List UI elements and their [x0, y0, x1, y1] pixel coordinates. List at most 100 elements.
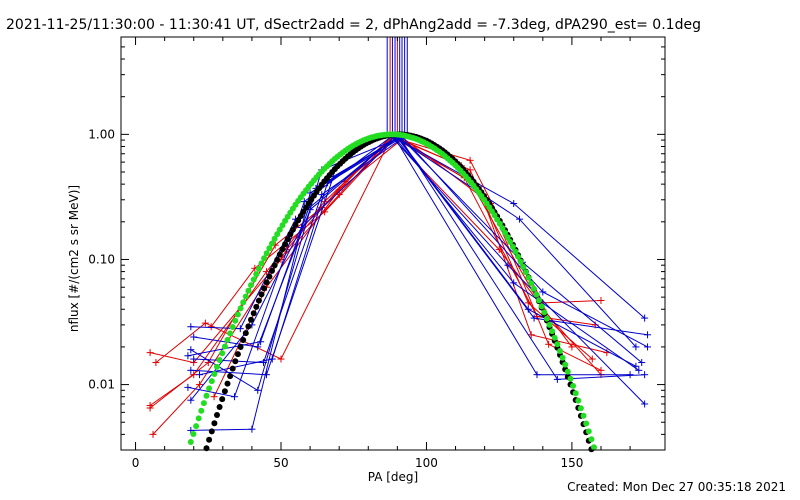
fit-dot	[190, 431, 197, 437]
fit-dot	[528, 280, 535, 287]
data-point-marker	[201, 319, 209, 327]
data-point-marker	[254, 343, 262, 351]
fit-dot	[271, 262, 278, 269]
fit-dot	[206, 385, 213, 392]
fit-dot	[258, 260, 265, 267]
data-point-marker	[236, 325, 244, 333]
fit-dot	[195, 415, 202, 422]
fit-dot	[269, 240, 275, 247]
fit-dot	[261, 285, 268, 292]
fit-dot	[502, 229, 508, 236]
fit-dot	[232, 317, 239, 324]
fit-dot	[193, 423, 200, 430]
fit-dot	[530, 285, 537, 292]
y-tick-label: 0.01	[88, 378, 115, 392]
created-timestamp: Created: Mon Dec 27 00:35:18 2021	[567, 480, 786, 494]
data-point-marker	[466, 166, 474, 174]
data-point-marker	[190, 333, 198, 341]
data-point-marker	[187, 396, 195, 404]
fit-dot	[585, 428, 592, 435]
fit-dot	[591, 444, 597, 451]
fit-dot	[227, 330, 234, 337]
fit-dot	[237, 305, 244, 312]
fit-dot	[271, 235, 278, 242]
fit-dot	[255, 297, 262, 304]
fit-dot	[292, 221, 299, 228]
fit-dot	[232, 358, 239, 365]
fit-dot	[551, 334, 558, 341]
y-axis-label: nflux [#/(cm2 s sr MeV)]	[67, 185, 81, 332]
fit-dot	[221, 388, 228, 395]
fit-dot	[198, 407, 205, 414]
fit-dot	[282, 241, 289, 248]
fit-dot	[515, 253, 522, 260]
data-point-marker	[524, 305, 532, 313]
data-point-marker	[495, 246, 503, 254]
fit-dot	[543, 315, 550, 322]
data-point-marker	[146, 349, 154, 357]
fit-dot	[237, 344, 244, 350]
fit-dot	[276, 251, 283, 258]
fit-dot	[295, 217, 302, 224]
fit-dot	[234, 311, 241, 318]
fit-dot	[216, 404, 223, 410]
data-point-marker	[187, 323, 195, 331]
fit-dot	[557, 348, 563, 354]
fit-dot	[494, 216, 501, 223]
fit-dot	[216, 357, 223, 363]
fit-dot	[507, 238, 514, 245]
data-point-marker	[210, 393, 218, 401]
fit-dot	[234, 351, 241, 358]
y-tick-label: 1.00	[88, 127, 115, 141]
data-point-marker	[187, 346, 195, 354]
fit-dot	[577, 405, 584, 412]
fit-dot	[549, 328, 556, 335]
fit-dot	[248, 282, 254, 289]
fit-dot	[214, 412, 220, 418]
data-point-marker	[641, 400, 649, 408]
fit-dot	[276, 226, 283, 233]
data-point-marker	[248, 425, 256, 433]
series-line	[155, 136, 573, 363]
data-point-marker	[632, 362, 640, 370]
series-line	[193, 137, 648, 364]
fit-dot	[559, 354, 566, 361]
fit-dot	[588, 436, 595, 443]
fit-dot	[297, 213, 304, 219]
fit-dot	[208, 428, 215, 435]
fit-dot	[255, 265, 262, 272]
fit-dot	[253, 271, 260, 278]
fit-dot	[242, 293, 249, 300]
series-line	[190, 138, 645, 392]
fit-dot	[227, 373, 234, 380]
fit-dot	[219, 396, 226, 403]
data-point-marker	[644, 343, 652, 351]
fit-dot	[263, 279, 270, 286]
data-point-marker	[504, 261, 512, 269]
chart-title: 2021-11-25/11:30:00 - 11:30:41 UT, dSect…	[6, 17, 701, 33]
data-point-marker	[510, 279, 518, 287]
data-point-marker	[321, 208, 329, 216]
fit-dot	[263, 250, 270, 257]
fit-dot	[211, 420, 218, 427]
fit-dot	[266, 245, 273, 252]
data-point-marker	[254, 386, 262, 394]
x-axis-label: PA [deg]	[368, 470, 418, 484]
fit-dot	[554, 341, 561, 348]
fit-curves-group	[187, 131, 597, 453]
data-point-marker	[632, 343, 640, 351]
fit-dot	[504, 234, 511, 241]
data-point-marker	[149, 430, 157, 438]
data-point-marker	[196, 371, 204, 379]
fit-dot	[266, 273, 273, 280]
data-point-marker	[268, 355, 276, 363]
fit-dot	[279, 246, 286, 253]
data-point-marker	[196, 381, 204, 389]
fit-dot	[229, 365, 236, 372]
fit-dot	[583, 420, 590, 427]
fit-dot	[245, 323, 252, 330]
fit-dot	[224, 380, 231, 387]
fit-dot	[509, 243, 516, 250]
fit-dot	[187, 439, 194, 445]
fit-dot	[224, 336, 231, 343]
